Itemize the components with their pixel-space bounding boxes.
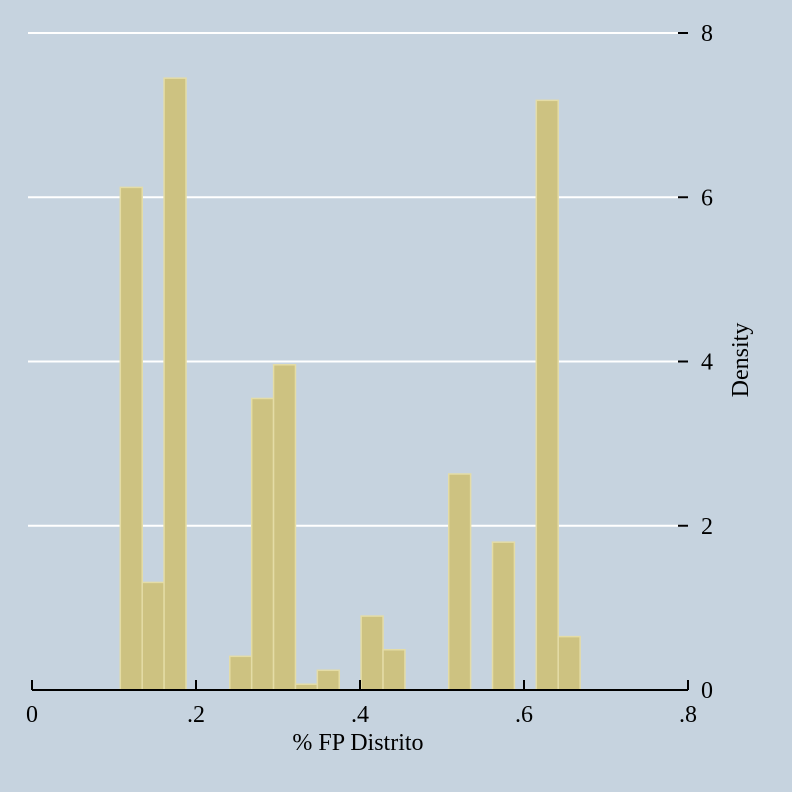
y-tick-label-3: 6 [701, 185, 713, 211]
histogram-bar-9 [382, 649, 406, 691]
histogram-bar-12 [535, 99, 559, 691]
histogram-bar-3 [229, 655, 253, 691]
x-tick-label-4: .8 [679, 702, 697, 728]
y-axis-title: Density [728, 323, 754, 398]
histogram-bar-11 [491, 541, 516, 691]
histogram-bar-13 [557, 635, 581, 691]
x-tick-label-0: 0 [26, 702, 38, 728]
y-tick-label-4: 8 [701, 21, 713, 47]
histogram-bar-0 [119, 186, 143, 691]
histogram-bar-8 [360, 615, 384, 691]
x-tick-label-1: .2 [187, 702, 205, 728]
x-tick-label-2: .4 [351, 702, 369, 728]
x-axis-title: % FP Distrito [292, 730, 423, 756]
y-tick-label-1: 2 [701, 514, 713, 540]
histogram-bar-2 [163, 77, 187, 691]
histogram-bar-4 [250, 397, 275, 691]
y-tick-label-0: 0 [701, 678, 713, 704]
x-tick-label-3: .6 [515, 702, 533, 728]
y-tick-label-2: 4 [701, 350, 713, 376]
histogram-bar-10 [447, 473, 472, 691]
histogram-bar-5 [272, 364, 297, 691]
histogram-bar-7 [316, 669, 341, 691]
histogram-bars [119, 77, 581, 691]
histogram-bar-1 [141, 581, 165, 691]
